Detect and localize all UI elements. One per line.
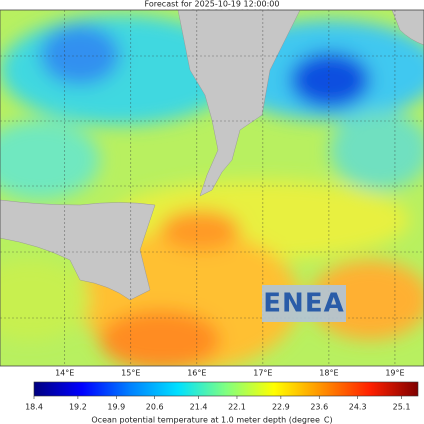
lon-label: 14°E [55,369,74,378]
map-frame [0,9,424,367]
colorbar-tick-label: 19.9 [107,403,125,412]
colorbar-tick-label: 18.4 [25,403,43,412]
colorbar-tick-label: 21.4 [190,403,208,412]
colorbar: 18.4 19.2 19.9 20.6 21.4 22.1 22.9 23.6 24.3 25.1 [25,381,419,412]
logo-box [262,285,346,322]
lon-label: 16°E [187,369,206,378]
sea-field [0,10,424,366]
lon-labels: 14°E 15°E 16°E 17°E 18°E 19°E [55,369,404,378]
lon-label: 17°E [253,369,272,378]
logo: ENEA [263,289,344,319]
lon-label: 19°E [385,369,404,378]
colorbar-tick-label: 24.3 [349,403,367,412]
colorbar-tick-label: 19.2 [69,403,87,412]
colorbar-tick-label: 25.1 [393,403,411,412]
colorbar-ramp [33,381,419,397]
lon-label: 15°E [121,369,140,378]
colorbar-label: Ocean potential temperature at 1.0 meter… [91,416,332,424]
colorbar-tick-label: 22.1 [228,403,246,412]
colorbar-tick-label: 22.9 [272,403,290,412]
colorbar-tick-label: 20.6 [146,403,164,412]
colorbar-tick-label: 23.6 [310,403,328,412]
lon-label: 18°E [319,369,338,378]
title: Forecast for 2025-10-19 12:00:00 [145,0,280,9]
